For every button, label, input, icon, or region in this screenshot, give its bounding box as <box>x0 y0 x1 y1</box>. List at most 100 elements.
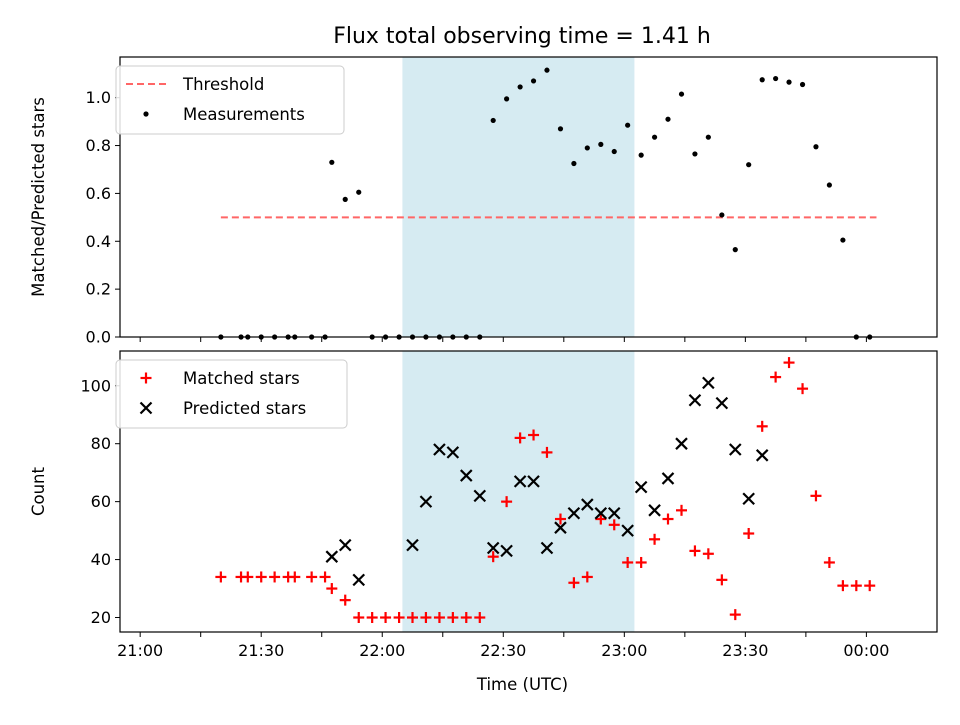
data-point <box>826 182 832 188</box>
series-matched-stars <box>215 357 876 624</box>
x-tick-label: 00:00 <box>843 641 889 660</box>
data-point <box>715 396 729 410</box>
y-tick-label: 80 <box>91 434 111 453</box>
data-point <box>786 79 792 85</box>
x-b <box>139 401 153 415</box>
data-point <box>325 550 339 563</box>
data-point <box>473 489 487 503</box>
data-point <box>342 196 348 202</box>
data-point <box>770 371 782 383</box>
y-tick-label: 0.4 <box>86 232 111 251</box>
data-point <box>366 612 378 624</box>
x-b <box>594 506 608 520</box>
data-point <box>813 144 819 150</box>
x-b <box>554 521 567 534</box>
x-b <box>688 393 702 407</box>
data-point <box>665 116 671 122</box>
x-b <box>567 506 581 520</box>
data-point <box>490 117 496 124</box>
data-point <box>326 583 338 595</box>
x-b <box>459 469 473 482</box>
x-b <box>352 573 366 587</box>
data-point <box>598 141 604 147</box>
data-point <box>638 152 644 158</box>
x-b <box>621 524 634 537</box>
data-point <box>651 134 658 140</box>
data-point <box>567 506 581 520</box>
data-point <box>530 78 537 84</box>
data-point <box>215 571 227 583</box>
y-tick-label: 0.0 <box>86 328 111 347</box>
data-point <box>661 472 675 485</box>
data-point <box>688 393 702 407</box>
x-tick-label: 21:00 <box>117 641 163 660</box>
legend: Threshold Measurements <box>115 65 345 135</box>
series-predicted-stars <box>325 376 769 587</box>
data-point <box>433 443 446 456</box>
data-point <box>719 212 725 218</box>
x-b <box>728 443 742 456</box>
data-point <box>568 577 580 589</box>
data-point <box>675 437 688 450</box>
y-tick-label: 40 <box>91 550 111 569</box>
x-b <box>486 541 500 555</box>
x-tick-label: 23:00 <box>601 641 647 660</box>
x-b <box>702 376 715 390</box>
data-point <box>557 126 564 132</box>
x-b <box>715 396 729 410</box>
data-point <box>611 148 617 155</box>
data-point <box>840 237 846 243</box>
data-point <box>527 475 540 488</box>
highlight-span <box>402 351 635 632</box>
y-tick-label: 20 <box>91 608 111 627</box>
data-point <box>756 420 768 432</box>
data-point <box>486 541 500 555</box>
data-point <box>407 612 419 624</box>
data-point <box>338 538 352 552</box>
data-point <box>716 574 728 586</box>
x-b <box>338 538 352 552</box>
data-point <box>581 498 594 511</box>
chart-title: Flux total observing time = 1.41 h <box>333 24 711 49</box>
data-point <box>689 545 701 557</box>
data-point <box>540 541 554 555</box>
x-b <box>661 472 675 485</box>
x-b <box>500 544 513 558</box>
y-tick-label: 0.6 <box>86 184 111 203</box>
data-point <box>732 247 738 253</box>
data-point <box>773 75 779 82</box>
data-point <box>746 162 752 168</box>
data-point <box>242 571 254 583</box>
data-point <box>517 84 523 90</box>
data-point <box>634 480 648 494</box>
data-point <box>705 134 711 140</box>
data-point <box>446 446 460 459</box>
data-point <box>544 67 550 73</box>
data-point <box>823 556 835 568</box>
legend-box <box>115 359 348 429</box>
data-point <box>850 580 862 592</box>
x-b <box>675 437 688 450</box>
data-point <box>433 612 445 624</box>
legend-label: Predicted stars <box>183 399 306 418</box>
legend-label: Measurements <box>183 105 305 124</box>
data-point <box>635 556 647 568</box>
data-point <box>420 612 432 624</box>
data-point <box>581 571 593 583</box>
bottom-panel: 20 40 60 80 100 21:00 21:30 22:00 22:30 23:00 23:3… <box>29 350 938 694</box>
data-point <box>728 443 742 456</box>
data-point <box>607 506 621 520</box>
data-point <box>353 612 365 624</box>
data-point <box>501 496 513 508</box>
data-point <box>459 469 473 482</box>
data-point <box>306 571 318 583</box>
plot-frame <box>119 56 938 338</box>
data-point <box>702 376 715 390</box>
data-point <box>554 521 567 534</box>
data-point <box>608 519 620 531</box>
data-point <box>621 524 634 537</box>
x-axis-label: Time (UTC) <box>476 675 568 694</box>
data-point <box>729 609 741 621</box>
data-point <box>622 556 634 568</box>
data-point <box>487 551 499 563</box>
